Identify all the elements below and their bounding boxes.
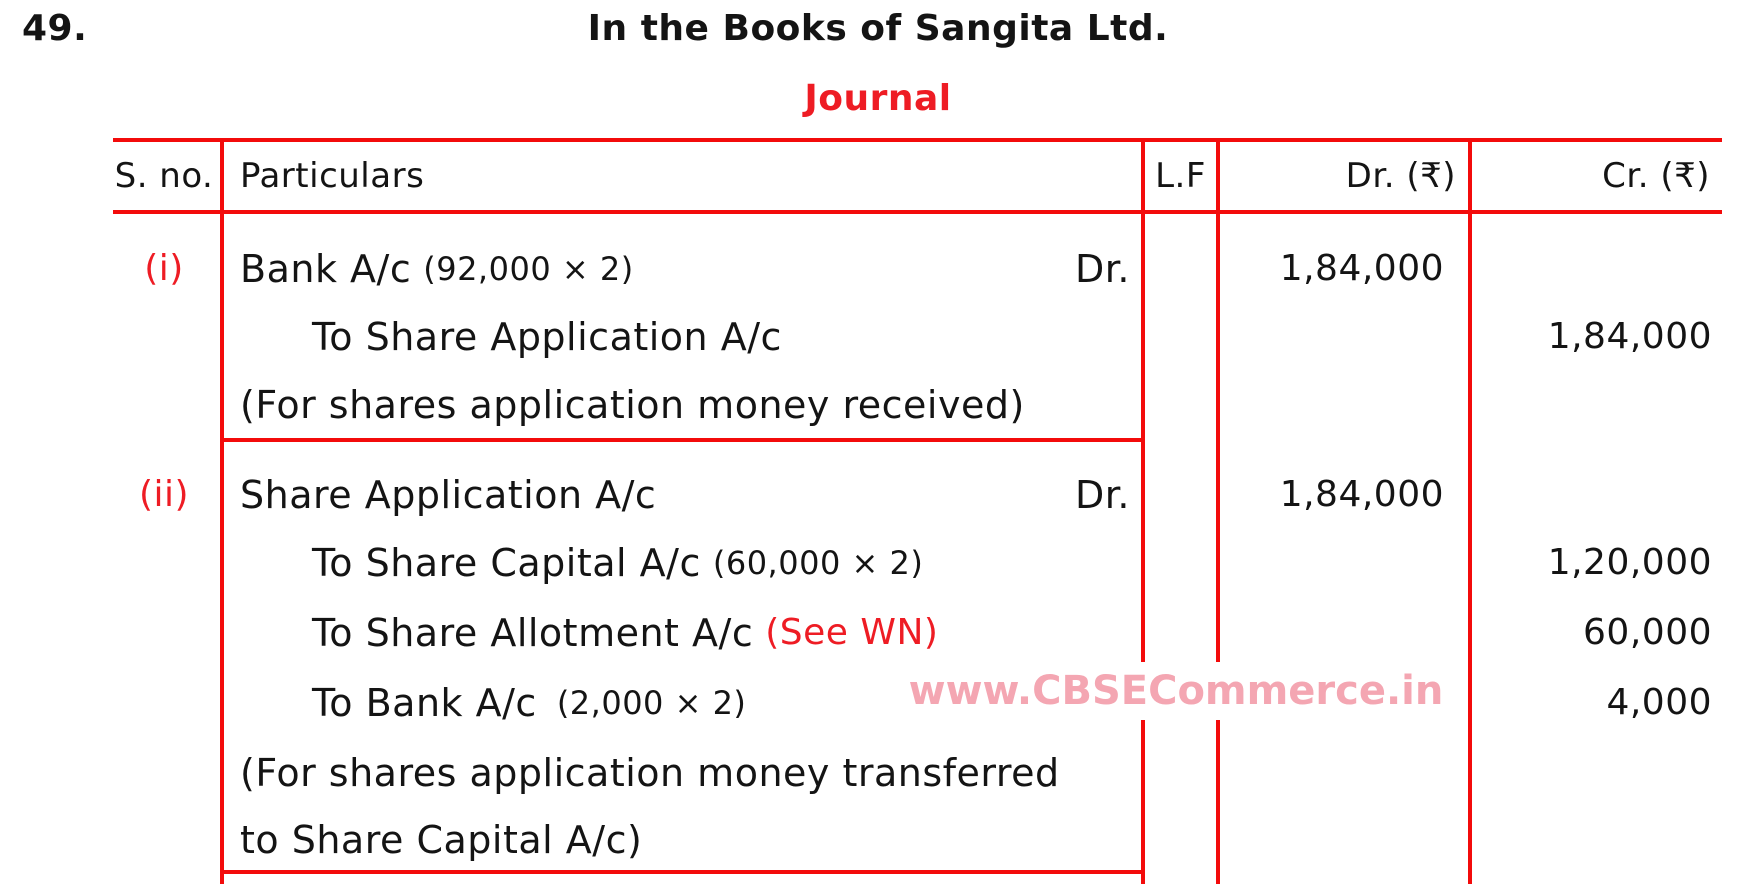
account-name: Share Application A/c bbox=[240, 473, 657, 517]
entry-i-narration: (For shares application money received) bbox=[240, 381, 1130, 429]
narration-text: to Share Capital A/c) bbox=[240, 818, 643, 862]
entry-i-cr-amount: 1,84,000 bbox=[1547, 316, 1712, 357]
dr-column-rule bbox=[1468, 138, 1472, 884]
account-name: To Share Capital A/c bbox=[312, 541, 701, 585]
entry-i-dr-amount: 1,84,000 bbox=[1279, 248, 1444, 289]
entry-i-sno: (i) bbox=[144, 248, 184, 289]
question-number: 49. bbox=[22, 8, 88, 49]
account-name: Bank A/c bbox=[240, 247, 412, 291]
narration-text: (For shares application money transferre… bbox=[240, 751, 1060, 795]
header-lf: L.F bbox=[1155, 156, 1206, 196]
lf-column-rule bbox=[1216, 138, 1220, 884]
narration-text: (For shares application money received) bbox=[240, 383, 1025, 427]
entry-ii-cr-amount-2: 60,000 bbox=[1583, 612, 1712, 653]
account-name: To Share Allotment A/c bbox=[312, 611, 754, 655]
particulars-column-rule bbox=[1141, 138, 1145, 884]
entry-ii-credit-line-2: To Share Allotment A/c (See WN) bbox=[312, 609, 1130, 657]
entry-ii-debit-line: Share Application A/c Dr. bbox=[240, 471, 1130, 519]
entry-i-debit-line: Bank A/c (92,000 × 2) Dr. bbox=[240, 245, 1130, 293]
entry-ii-cr-amount-1: 1,20,000 bbox=[1547, 542, 1712, 583]
entry-ii-narration-line-2: to Share Capital A/c) bbox=[240, 816, 1130, 864]
calculation-note: (92,000 × 2) bbox=[423, 250, 634, 288]
table-top-rule bbox=[113, 138, 1722, 142]
account-name: To Bank A/c bbox=[312, 681, 537, 725]
calculation-note: (60,000 × 2) bbox=[712, 544, 924, 582]
entry-divider-rule-2 bbox=[222, 870, 1141, 874]
entry-ii-credit-line-1: To Share Capital A/c (60,000 × 2) bbox=[312, 539, 1130, 587]
entry-ii-sno: (ii) bbox=[138, 474, 190, 515]
entry-i-credit-line: To Share Application A/c bbox=[312, 313, 1130, 361]
site-watermark: www.CBSECommerce.in bbox=[909, 662, 1443, 720]
calculation-note: (2,000 × 2) bbox=[556, 684, 747, 722]
dr-marker: Dr. bbox=[1075, 473, 1130, 517]
header-sno: S. no. bbox=[114, 156, 214, 196]
entry-divider-rule-1 bbox=[222, 438, 1141, 442]
entry-ii-dr-amount: 1,84,000 bbox=[1279, 474, 1444, 515]
entry-ii-credit-line-3: To Bank A/c (2,000 × 2) bbox=[312, 679, 1130, 727]
see-wn-note: (See WN) bbox=[765, 612, 939, 653]
entry-ii-narration-line-1: (For shares application money transferre… bbox=[240, 749, 1130, 797]
header-bottom-rule bbox=[113, 210, 1722, 214]
header-particulars: Particulars bbox=[240, 156, 425, 196]
header-dr: Dr. (₹) bbox=[1345, 156, 1456, 196]
dr-marker: Dr. bbox=[1075, 247, 1130, 291]
account-name: To Share Application A/c bbox=[312, 315, 782, 359]
header-cr: Cr. (₹) bbox=[1602, 156, 1710, 196]
page-title: In the Books of Sangita Ltd. bbox=[587, 8, 1169, 49]
sno-column-rule bbox=[220, 138, 224, 884]
entry-ii-cr-amount-3: 4,000 bbox=[1606, 682, 1712, 723]
journal-heading: Journal bbox=[804, 78, 952, 119]
